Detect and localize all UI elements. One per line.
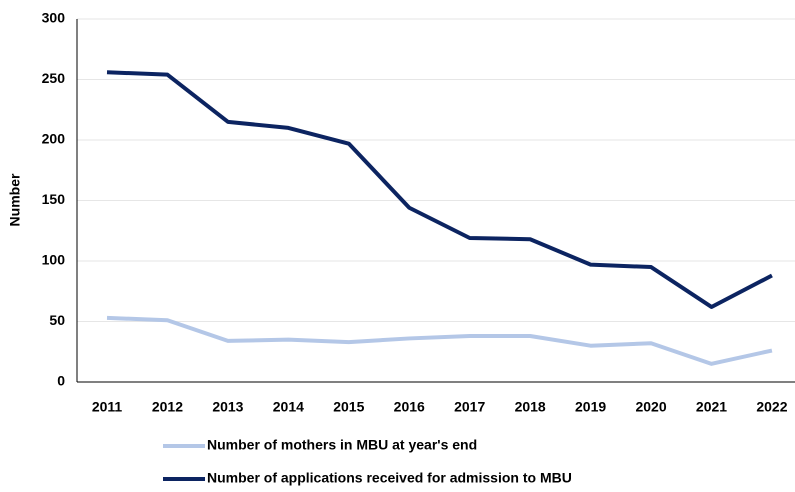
line-series <box>106 70 773 309</box>
legend-label: Number of mothers in MBU at year's end <box>207 437 477 453</box>
x-tick-label: 2011 <box>92 399 123 415</box>
x-tick-label: 2021 <box>696 399 727 415</box>
x-tick-label: 2015 <box>333 399 364 415</box>
y-tick-label: 0 <box>57 373 65 389</box>
x-tick-label: 2018 <box>515 399 546 415</box>
y-tick-label: 150 <box>42 191 66 207</box>
legend-label: Number of applications received for admi… <box>207 470 572 486</box>
x-tick-label: 2012 <box>152 399 183 415</box>
y-axis-label: Number <box>7 173 23 226</box>
y-tick-label: 200 <box>42 131 66 147</box>
y-tick-label: 50 <box>49 312 65 328</box>
x-tick-label: 2019 <box>575 399 606 415</box>
x-tick-label: 2016 <box>394 399 425 415</box>
x-tick-label: 2013 <box>212 399 243 415</box>
x-tick-label: 2017 <box>454 399 485 415</box>
x-tick-label: 2022 <box>756 399 787 415</box>
line-series <box>106 315 773 366</box>
y-tick-label: 250 <box>42 70 66 86</box>
x-tick-label: 2014 <box>273 399 304 415</box>
y-tick-label: 300 <box>42 10 66 26</box>
y-tick-label: 100 <box>42 252 66 268</box>
x-tick-label: 2020 <box>635 399 666 415</box>
